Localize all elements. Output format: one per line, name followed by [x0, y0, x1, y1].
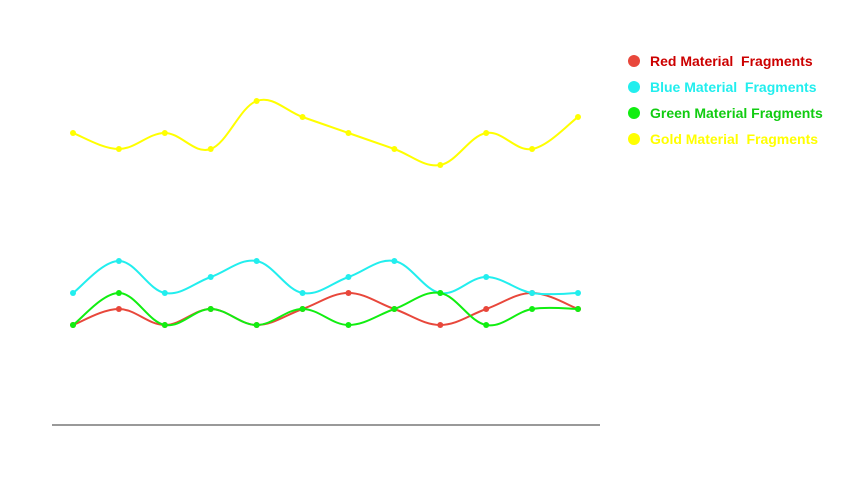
- data-point-green-12[interactable]: [575, 306, 581, 312]
- data-point-gold-4[interactable]: [207, 146, 214, 152]
- data-point-gold-5[interactable]: [253, 98, 260, 104]
- legend-item-blue[interactable]: Blue Material Fragments: [628, 74, 852, 100]
- legend-dot-blue: [628, 81, 640, 93]
- data-point-green-5[interactable]: [253, 322, 260, 328]
- data-point-gold-10[interactable]: [483, 130, 490, 136]
- series-green: [70, 290, 581, 328]
- data-point-blue-3[interactable]: [161, 290, 168, 296]
- data-point-blue-12[interactable]: [575, 290, 581, 296]
- legend-dot-red: [628, 55, 640, 67]
- data-point-blue-10[interactable]: [483, 274, 490, 280]
- legend-label-gold: Gold Material Fragments: [650, 131, 819, 147]
- data-point-red-7[interactable]: [345, 290, 352, 296]
- legend-dot-gold: [628, 133, 640, 145]
- data-point-red-9[interactable]: [437, 322, 444, 328]
- data-point-gold-8[interactable]: [391, 146, 398, 152]
- data-point-gold-6[interactable]: [299, 114, 306, 120]
- series-blue: [70, 258, 581, 296]
- data-point-gold-12[interactable]: [575, 114, 581, 120]
- data-point-green-3[interactable]: [161, 322, 168, 328]
- data-point-red-10[interactable]: [483, 306, 490, 312]
- data-point-green-7[interactable]: [345, 322, 352, 328]
- legend-item-green[interactable]: Green Material Fragments: [628, 100, 852, 126]
- data-point-gold-7[interactable]: [345, 130, 352, 136]
- data-point-red-2[interactable]: [115, 306, 122, 312]
- plot-area: [52, 98, 600, 426]
- data-point-green-1[interactable]: [70, 322, 76, 328]
- data-point-blue-11[interactable]: [529, 290, 536, 296]
- data-point-gold-1[interactable]: [70, 130, 76, 136]
- legend-dot-green: [628, 107, 640, 119]
- data-point-green-6[interactable]: [299, 306, 306, 312]
- data-point-green-9[interactable]: [437, 290, 444, 296]
- legend: Red Material Fragments Blue Material Fra…: [628, 48, 852, 152]
- data-point-blue-7[interactable]: [345, 274, 352, 280]
- data-point-blue-5[interactable]: [253, 258, 260, 264]
- legend-item-gold[interactable]: Gold Material Fragments: [628, 126, 852, 152]
- series-line-green: [72, 291, 579, 327]
- series-line-gold: [72, 98, 579, 167]
- data-point-green-11[interactable]: [529, 306, 536, 312]
- data-point-gold-9[interactable]: [437, 162, 444, 168]
- series-line-blue: [72, 259, 579, 296]
- data-point-gold-3[interactable]: [161, 130, 168, 136]
- series-line-red: [72, 291, 579, 327]
- data-point-green-2[interactable]: [115, 290, 122, 296]
- legend-label-blue: Blue Material Fragments: [650, 79, 817, 95]
- data-point-blue-1[interactable]: [70, 290, 76, 296]
- data-point-green-4[interactable]: [207, 306, 214, 312]
- legend-label-red: Red Material Fragments: [650, 53, 813, 69]
- data-point-blue-2[interactable]: [115, 258, 122, 264]
- data-point-gold-11[interactable]: [529, 146, 536, 152]
- legend-item-red[interactable]: Red Material Fragments: [628, 48, 852, 74]
- data-point-blue-4[interactable]: [207, 274, 214, 280]
- legend-label-green: Green Material Fragments: [650, 105, 823, 121]
- data-point-blue-6[interactable]: [299, 290, 306, 296]
- data-point-blue-8[interactable]: [391, 258, 398, 264]
- data-point-green-8[interactable]: [391, 306, 398, 312]
- series-gold: [70, 98, 581, 168]
- data-point-gold-2[interactable]: [115, 146, 122, 152]
- data-point-green-10[interactable]: [483, 322, 490, 328]
